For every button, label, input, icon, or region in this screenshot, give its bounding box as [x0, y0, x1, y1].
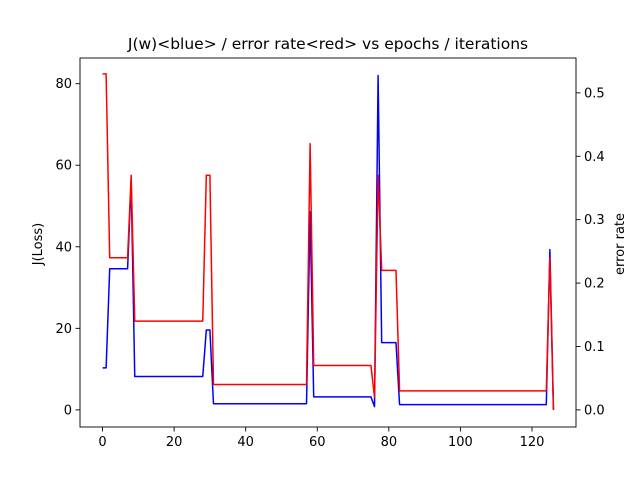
- y-right-tick-label: 0.0: [584, 403, 605, 418]
- y-right-tick-label: 0.1: [584, 340, 605, 355]
- y-left-tick-label: 40: [55, 240, 72, 255]
- y-axis-left-label: J(Loss): [31, 223, 46, 267]
- y-right-tick-label: 0.3: [584, 213, 605, 228]
- y-right-tick-label: 0.5: [584, 86, 605, 101]
- x-tick-label: 40: [237, 435, 254, 450]
- y-left-tick-label: 60: [55, 159, 72, 174]
- y-left-tick-label: 20: [55, 322, 72, 337]
- x-tick-label: 120: [520, 435, 545, 450]
- y-right-tick-label: 0.2: [584, 277, 605, 292]
- x-tick-label: 80: [381, 435, 398, 450]
- plot-frame: [79, 57, 577, 428]
- x-tick-label: 60: [309, 435, 326, 450]
- y-left-tick-label: 80: [55, 77, 72, 92]
- x-tick-label: 100: [448, 435, 473, 450]
- y-right-tick-label: 0.4: [584, 150, 605, 165]
- y-left-tick-label: 0: [64, 403, 72, 418]
- chart-title: J(w)<blue> / error rate<red> vs epochs /…: [127, 35, 528, 53]
- x-tick-label: 0: [98, 435, 106, 450]
- y-axis-right-label: error rate: [613, 213, 628, 275]
- x-tick-label: 20: [166, 435, 183, 450]
- error-rate-line: [102, 73, 555, 410]
- plot-area: 0 20 40 60 80 100 120 0 20 40 60 80 0.0 0.1 0.2 0.3 0.4 0…: [55, 57, 605, 450]
